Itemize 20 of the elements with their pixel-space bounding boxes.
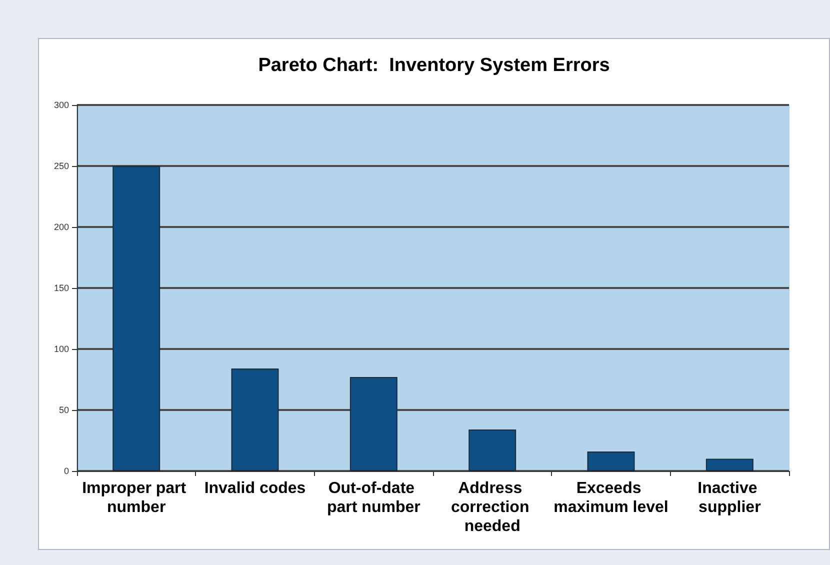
bar (350, 377, 398, 471)
y-tick-label: 250 (54, 161, 69, 171)
x-tick-label: Invalid codes (204, 480, 306, 497)
x-tick-label: Out-of-date part number (326, 480, 420, 516)
y-tick-label: 0 (64, 466, 69, 476)
bar (587, 451, 635, 471)
y-tick-label: 50 (58, 405, 69, 415)
bar (112, 166, 160, 471)
y-tick-label: 150 (54, 283, 69, 293)
bar (468, 430, 516, 471)
bar (706, 458, 754, 471)
y-tick-label: 100 (54, 344, 69, 354)
y-tick-label: 300 (54, 100, 69, 110)
bar (231, 368, 279, 471)
y-tick-label: 200 (54, 222, 69, 232)
x-tick-label: Address correction needed (450, 480, 534, 535)
x-tick-label: Improper part number (82, 480, 191, 516)
x-tick-label: Exceeds maximum level (554, 480, 668, 516)
chart-title: Pareto Chart: Inventory System Errors (258, 55, 610, 76)
x-tick-label: Inactive supplier (698, 480, 762, 516)
